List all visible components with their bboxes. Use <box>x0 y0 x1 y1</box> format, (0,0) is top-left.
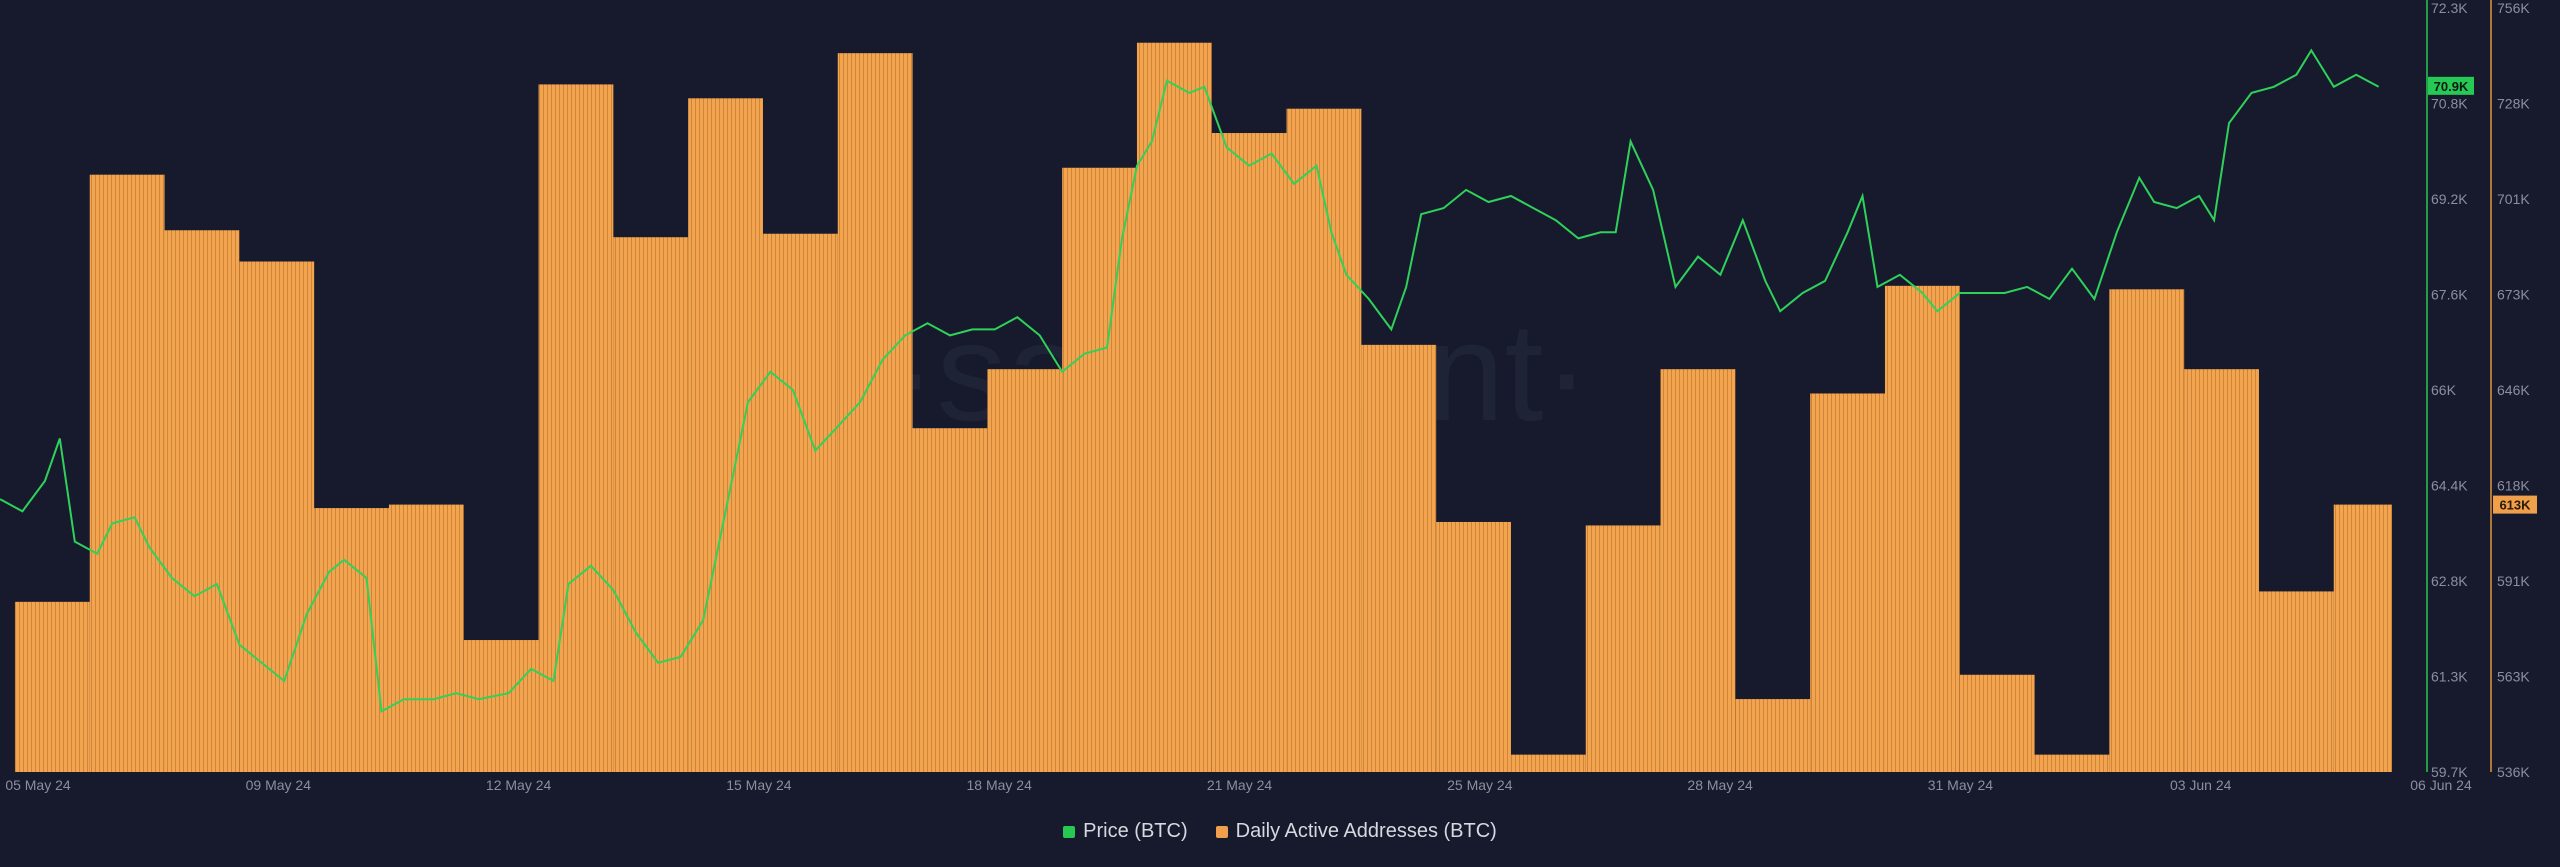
address-bar <box>837 53 913 773</box>
x-tick-label: 28 May 24 <box>1687 777 1753 793</box>
address-bar <box>912 428 988 772</box>
address-bar <box>762 233 838 772</box>
price-tick-label: 62.8K <box>2431 573 2468 589</box>
price-tick-label: 64.4K <box>2431 478 2468 494</box>
legend: Price (BTC) Daily Active Addresses (BTC) <box>0 820 2560 843</box>
addresses-tick-label: 728K <box>2497 96 2530 112</box>
address-bar <box>1585 525 1661 772</box>
address-bar <box>1361 344 1437 772</box>
x-tick-label: 21 May 24 <box>1207 777 1273 793</box>
address-bar <box>1436 521 1511 772</box>
address-bar <box>239 261 315 772</box>
price-tick-label: 72.3K <box>2431 0 2468 16</box>
addresses-tick-label: 563K <box>2497 669 2530 685</box>
price-current-label: 70.9K <box>2434 79 2469 94</box>
address-bar <box>1136 42 1212 772</box>
price-tick-label: 66K <box>2431 382 2457 398</box>
address-bar <box>1211 133 1287 772</box>
addresses-tick-label: 618K <box>2497 478 2530 494</box>
x-tick-label: 31 May 24 <box>1928 777 1994 793</box>
addresses-tick-label: 536K <box>2497 764 2530 780</box>
address-bar <box>1062 167 1137 772</box>
x-tick-label: 25 May 24 <box>1447 777 1513 793</box>
address-bar <box>1510 754 1586 772</box>
axes: 72.3K 70.8K 69.2K 67.6K 66K 64.4K 62.8K 61.3K 59… <box>5 0 2537 793</box>
address-bars <box>14 42 2392 773</box>
address-bar <box>2109 289 2185 772</box>
addresses-tick-label: 756K <box>2497 0 2530 16</box>
addresses-tick-label: 701K <box>2497 191 2530 207</box>
address-bar <box>314 508 389 772</box>
address-bar <box>2258 591 2334 772</box>
legend-swatch-price <box>1063 825 1076 838</box>
address-bar <box>688 98 763 773</box>
address-bar <box>613 237 689 772</box>
address-bar <box>1735 699 1811 772</box>
price-tick-label: 67.6K <box>2431 287 2468 303</box>
address-bar <box>14 601 90 772</box>
address-bar <box>1959 674 2035 772</box>
address-bar <box>388 504 464 772</box>
x-tick-label: 12 May 24 <box>486 777 552 793</box>
x-tick-label: 18 May 24 <box>967 777 1033 793</box>
x-tick-label: 05 May 24 <box>5 777 71 793</box>
addresses-tick-label: 646K <box>2497 382 2530 398</box>
price-tick-label: 70.8K <box>2431 96 2468 112</box>
address-bar <box>2034 754 2110 772</box>
addresses-tick-label: 591K <box>2497 573 2530 589</box>
addresses-current-label: 613K <box>2499 498 2531 513</box>
price-line <box>0 48 2380 713</box>
addresses-tick-label: 673K <box>2497 287 2530 303</box>
address-bar <box>538 84 614 772</box>
address-bar <box>1660 369 1736 772</box>
price-tick-label: 59.7K <box>2431 764 2468 780</box>
address-bar <box>2184 369 2259 772</box>
address-bar <box>164 230 240 773</box>
addresses-current-badge <box>2493 495 2537 514</box>
address-bar <box>1286 108 1362 772</box>
address-bar <box>463 640 539 772</box>
price-tick-label: 69.2K <box>2431 191 2468 207</box>
address-bar <box>1884 285 1960 772</box>
x-tick-label: 09 May 24 <box>246 777 312 793</box>
legend-item-price[interactable]: Price (BTC) <box>1063 820 1188 843</box>
legend-item-addresses[interactable]: Daily Active Addresses (BTC) <box>1215 820 1497 843</box>
x-tick-label: 06 Jun 24 <box>2410 777 2472 793</box>
legend-swatch-addresses <box>1215 825 1228 838</box>
x-tick-label: 03 Jun 24 <box>2170 777 2232 793</box>
legend-label-addresses: Daily Active Addresses (BTC) <box>1235 820 1497 842</box>
address-bar <box>1810 393 1885 772</box>
price-tick-label: 61.3K <box>2431 669 2468 685</box>
address-bar <box>987 369 1063 772</box>
address-bar <box>2333 504 2392 772</box>
x-tick-label: 15 May 24 <box>726 777 792 793</box>
price-current-badge <box>2428 76 2474 95</box>
legend-label-price: Price (BTC) <box>1083 820 1188 842</box>
address-bar <box>89 174 165 772</box>
